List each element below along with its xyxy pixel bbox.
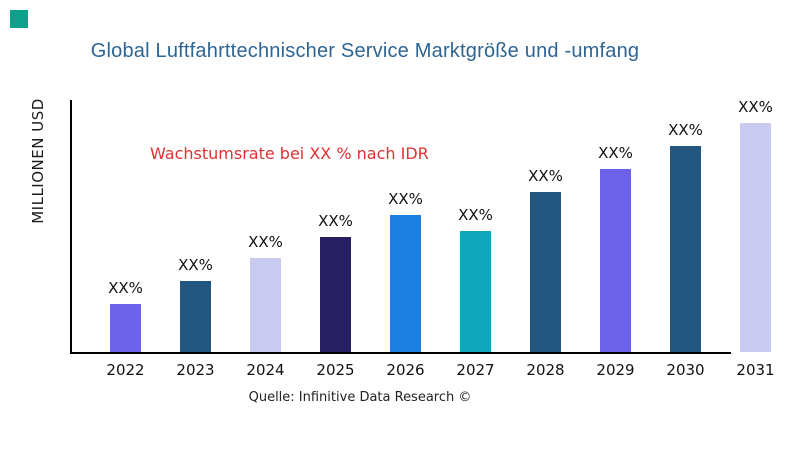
bar-value-label-2022: XX%: [108, 279, 143, 297]
y-axis-line: [70, 100, 72, 353]
bar-chart-plot-area: XX% 2022 XX% 2023 XX% 2024 XX% 2025 XX% 2026 XX% 20…: [71, 98, 791, 379]
bar-2028: [530, 192, 561, 352]
source-attribution: Quelle: Infinitive Data Research ©: [248, 390, 472, 405]
bar-value-label-2026: XX%: [388, 190, 423, 208]
x-tick-label-2027: 2027: [456, 361, 495, 379]
x-tick-label-2026: 2026: [386, 361, 425, 379]
y-axis-label: MILLIONEN USD: [29, 98, 47, 224]
bar-2029: [600, 169, 631, 352]
x-tick-label-2028: 2028: [526, 361, 565, 379]
bar-2026: [390, 215, 421, 352]
bar-2031: [740, 123, 771, 352]
bar-value-label-2024: XX%: [248, 233, 283, 251]
bar-2027: [460, 231, 491, 352]
x-tick-label-2023: 2023: [176, 361, 215, 379]
bar-2023: [180, 281, 211, 352]
x-tick-label-2029: 2029: [596, 361, 635, 379]
bar-value-label-2028: XX%: [528, 167, 563, 185]
bar-2024: [250, 258, 281, 352]
x-tick-label-2025: 2025: [316, 361, 355, 379]
bar-2025: [320, 237, 351, 352]
chart-title: Global Luftfahrttechnischer Service Mark…: [90, 40, 640, 62]
growth-rate-annotation: Wachstumsrate bei XX % nach IDR: [150, 144, 429, 163]
x-tick-label-2022: 2022: [106, 361, 145, 379]
bar-value-label-2025: XX%: [318, 212, 353, 230]
bar-2030: [670, 146, 701, 352]
bar-value-label-2031: XX%: [738, 98, 773, 116]
bar-value-label-2027: XX%: [458, 206, 493, 224]
x-tick-label-2030: 2030: [666, 361, 705, 379]
brand-corner-square: [10, 10, 28, 28]
bar-value-label-2023: XX%: [178, 256, 213, 274]
bar-value-label-2029: XX%: [598, 144, 633, 162]
bar-value-label-2030: XX%: [668, 121, 703, 139]
x-tick-label-2024: 2024: [246, 361, 285, 379]
x-axis-line: [70, 352, 731, 354]
x-tick-label-2031: 2031: [736, 361, 775, 379]
bar-2022: [110, 304, 141, 352]
